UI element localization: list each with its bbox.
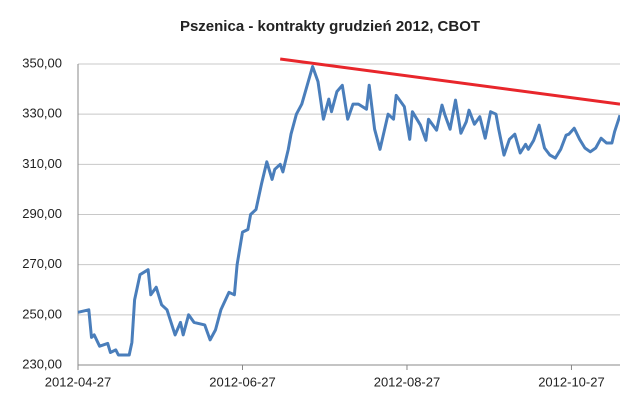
- x-tick-label: 2012-04-27: [45, 374, 112, 389]
- y-tick-label: 350,00: [22, 55, 62, 70]
- x-tick-label: 2012-08-27: [374, 374, 441, 389]
- data-line: [77, 65, 620, 357]
- y-tick-label: 270,00: [22, 256, 62, 271]
- y-tick-label: 250,00: [22, 306, 62, 321]
- y-tick-label: 230,00: [22, 356, 62, 371]
- x-tick-label: 2012-06-27: [209, 374, 276, 389]
- y-tick-label: 290,00: [22, 206, 62, 221]
- chart-title: Pszenica - kontrakty grudzień 2012, CBOT: [180, 18, 480, 35]
- y-tick-label: 310,00: [22, 156, 62, 171]
- x-tick-label: 2012-10-27: [538, 374, 605, 389]
- y-tick-label: 330,00: [22, 106, 62, 121]
- trend-line: [280, 57, 620, 106]
